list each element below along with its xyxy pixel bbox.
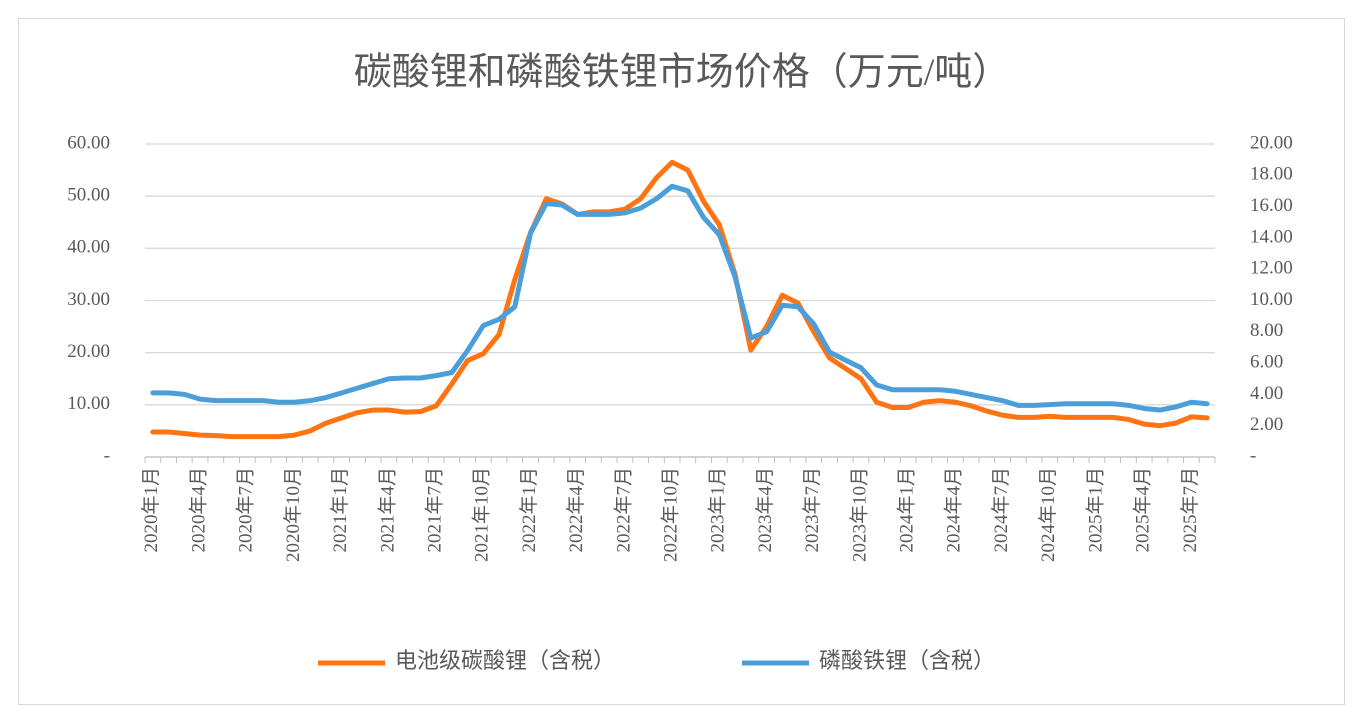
x-tick-label: 2020年1月: [140, 467, 162, 553]
y-tick-label: 20.00: [67, 341, 110, 362]
x-tick-label: 2020年7月: [235, 467, 257, 553]
x-tick-label: 2022年4月: [565, 467, 587, 553]
x-tick-label: 2021年7月: [423, 467, 445, 553]
x-tick-label: 2020年10月: [282, 467, 304, 562]
y-tick-label: 40.00: [67, 237, 110, 258]
x-tick-label: 2023年7月: [801, 467, 823, 553]
y2-tick-label: 8.00: [1250, 320, 1283, 341]
y-tick-label: 30.00: [67, 289, 110, 310]
y2-tick-label: 16.00: [1250, 195, 1293, 216]
x-tick-label: 2025年7月: [1179, 467, 1201, 553]
series-line: [150, 159, 1210, 440]
y-tick-label: 60.00: [67, 132, 110, 153]
y2-tick-label: 14.00: [1250, 226, 1293, 247]
y2-tick-label: -: [1250, 445, 1256, 466]
y2-tick-label: 10.00: [1250, 289, 1293, 310]
legend-label: 电池级碳酸锂（含税）: [395, 648, 615, 673]
x-tick-label: 2024年1月: [896, 467, 918, 553]
y2-tick-label: 2.00: [1250, 414, 1283, 435]
x-tick-label: 2024年10月: [1037, 467, 1059, 562]
y-tick-label: 50.00: [67, 185, 110, 206]
x-tick-label: 2022年10月: [659, 467, 681, 562]
x-tick-label: 2023年10月: [848, 467, 870, 562]
x-tick-label: 2021年1月: [329, 467, 351, 553]
x-tick-label: 2025年4月: [1132, 467, 1154, 553]
x-tick-label: 2021年4月: [376, 467, 398, 553]
x-tick-label: 2020年4月: [187, 467, 209, 553]
chart-title: 碳酸锂和磷酸铁锂市场价格（万元/吨）: [354, 52, 1011, 94]
x-tick-label: 2024年7月: [990, 467, 1012, 553]
y2-tick-label: 12.00: [1250, 258, 1293, 279]
y-tick-label: -: [104, 445, 110, 466]
y2-tick-label: 18.00: [1250, 164, 1293, 185]
x-tick-label: 2021年10月: [471, 467, 493, 562]
x-tick-label: 2022年1月: [518, 467, 540, 553]
chart-frame: [18, 18, 1345, 705]
y2-tick-label: 20.00: [1250, 132, 1293, 153]
y2-tick-label: 4.00: [1250, 383, 1283, 404]
x-tick-label: 2025年1月: [1084, 467, 1106, 553]
y-tick-label: 10.00: [67, 393, 110, 414]
x-tick-label: 2023年4月: [754, 467, 776, 553]
series-line: [150, 183, 1210, 413]
x-tick-label: 2023年1月: [707, 467, 729, 553]
legend-label: 磷酸铁锂（含税）: [819, 648, 995, 673]
y2-tick-label: 6.00: [1250, 351, 1283, 372]
x-tick-label: 2022年7月: [612, 467, 634, 553]
x-tick-label: 2024年4月: [943, 467, 965, 553]
